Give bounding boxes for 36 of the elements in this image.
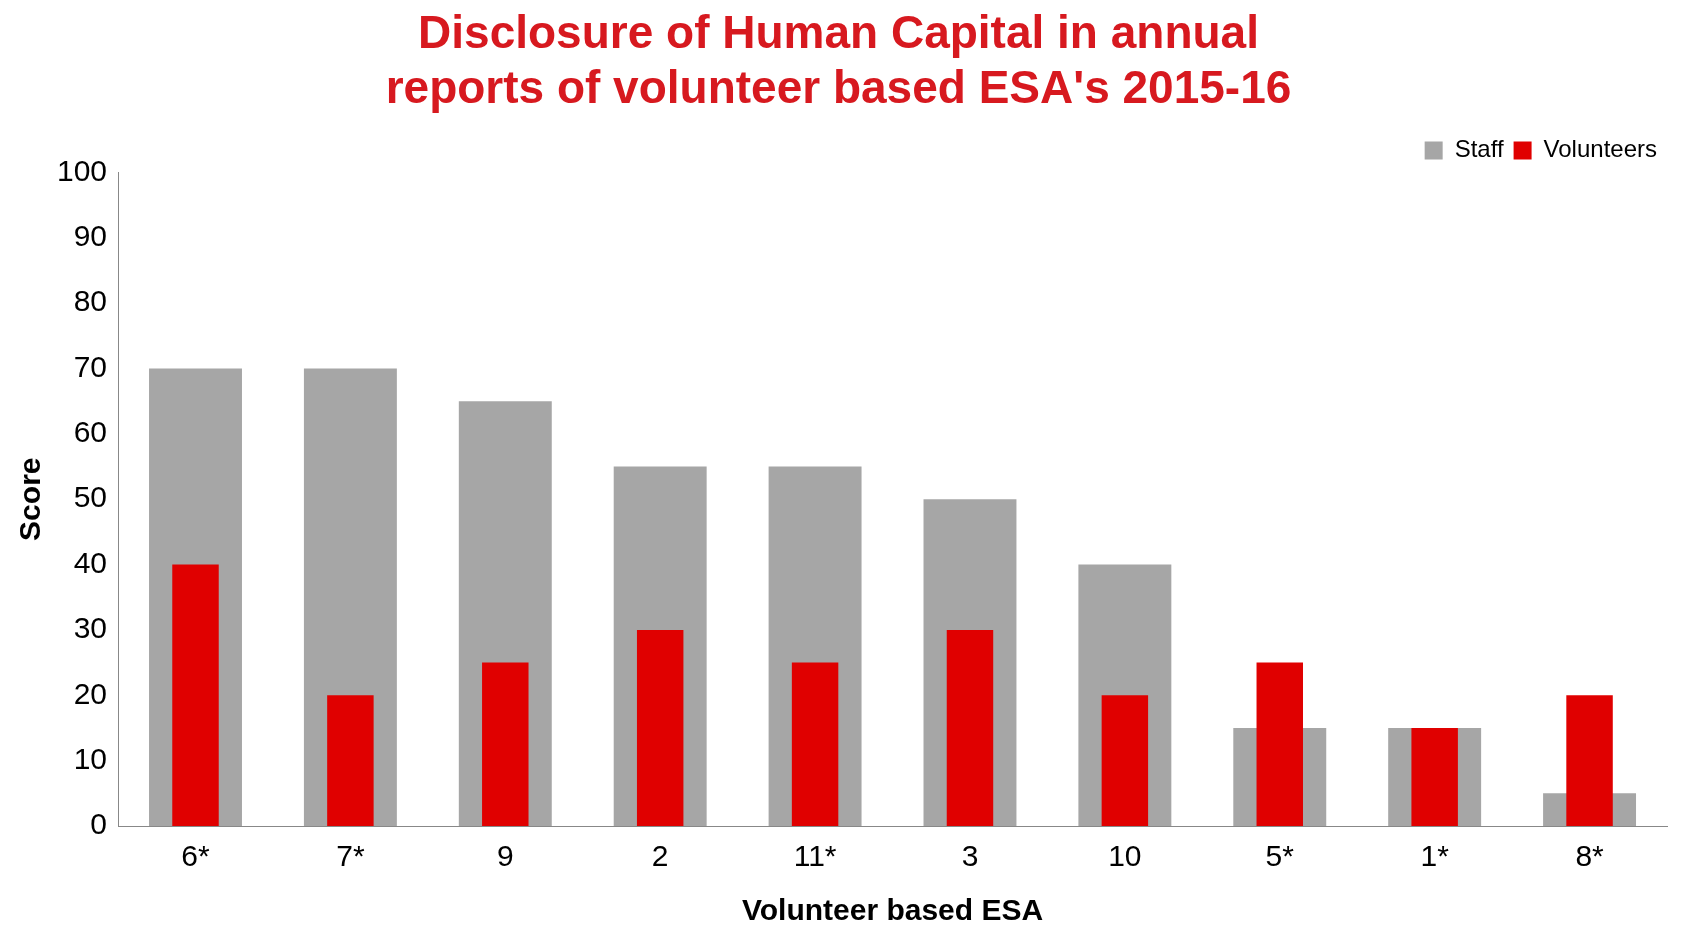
x-tick-label: 2 — [651, 839, 669, 873]
bar — [1256, 662, 1303, 826]
bar — [172, 564, 219, 826]
bar — [327, 695, 374, 826]
bar — [946, 629, 994, 826]
y-tick-label: 100 — [56, 153, 108, 187]
x-tick-label: 7* — [336, 839, 365, 873]
x-axis-title: Volunteer based ESA — [741, 893, 1044, 927]
x-tick-label: 1* — [1420, 839, 1450, 873]
x-tick-label: 3 — [961, 839, 979, 873]
y-tick-label: 40 — [73, 545, 108, 579]
bar — [482, 662, 529, 826]
x-tick-label: 11* — [793, 839, 837, 873]
x-tick-label: 8* — [1575, 839, 1605, 873]
y-tick-label: 50 — [73, 480, 108, 514]
bar — [1411, 727, 1458, 826]
y-tick-label: 90 — [73, 219, 108, 253]
y-tick-label: 60 — [73, 415, 108, 449]
x-tick-label: 6* — [181, 839, 211, 873]
y-tick-label: 20 — [73, 676, 108, 710]
bar — [636, 629, 684, 826]
y-tick-label: 30 — [73, 611, 108, 645]
legend-label: Volunteers — [1543, 135, 1658, 163]
y-tick-label: 80 — [73, 284, 108, 318]
bar — [1101, 695, 1149, 826]
x-tick-label: 5* — [1265, 839, 1295, 873]
bar — [1566, 695, 1613, 826]
x-tick-label: 9 — [496, 839, 514, 873]
y-tick-label: 0 — [90, 807, 108, 841]
bar — [791, 662, 839, 826]
y-axis-title: Score — [13, 457, 47, 541]
x-tick-label: 10 — [1108, 839, 1142, 873]
legend-label: Staff — [1454, 135, 1504, 163]
y-tick-label: 70 — [73, 349, 108, 383]
chart-title: Disclosure of Human Capital in annual reports of volunteer based ESA's 2015-16 — [385, 6, 1292, 114]
y-tick-label: 10 — [73, 741, 108, 775]
